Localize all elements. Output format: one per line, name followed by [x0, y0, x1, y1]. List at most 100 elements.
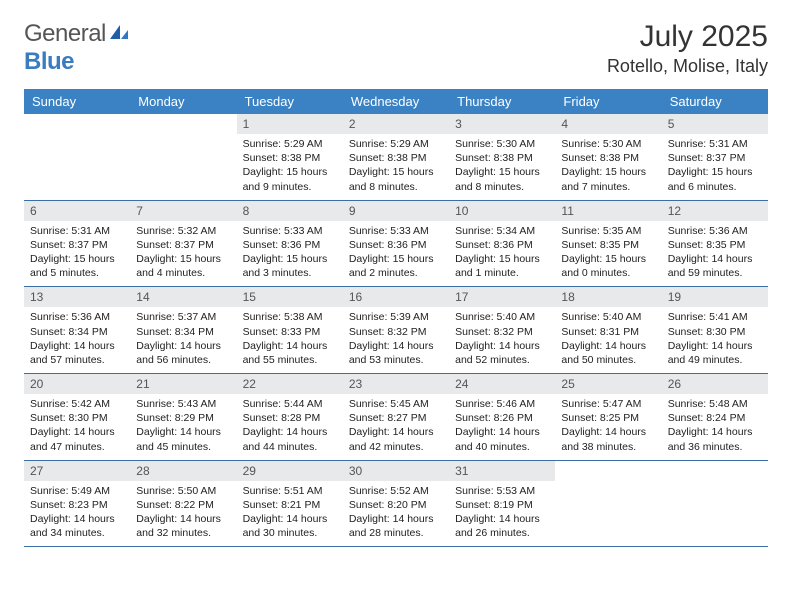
day-number: 26	[662, 374, 768, 394]
day-number: 9	[343, 201, 449, 221]
weekday-header: Thursday	[449, 89, 555, 114]
calendar-cell: 24 Sunrise: 5:46 AMSunset: 8:26 PMDayligh…	[449, 374, 555, 461]
day-number: 2	[343, 114, 449, 134]
day-number: 14	[130, 287, 236, 307]
day-details: Sunrise: 5:32 AMSunset: 8:37 PMDaylight:…	[136, 224, 230, 281]
day-details: Sunrise: 5:31 AMSunset: 8:37 PMDaylight:…	[30, 224, 124, 281]
calendar-cell: 11Sunrise: 5:35 AMSunset: 8:35 PMDayligh…	[555, 200, 661, 287]
day-details: Sunrise: 5:30 AMSunset: 8:38 PMDaylight:…	[455, 137, 549, 194]
calendar-row: 27 Sunrise: 5:49 AMSunset: 8:23 PMDayligh…	[24, 460, 768, 547]
day-number: 21	[130, 374, 236, 394]
calendar-cell: 18 Sunrise: 5:40 AMSunset: 8:31 PMDayligh…	[555, 287, 661, 374]
calendar-table: SundayMondayTuesdayWednesdayThursdayFrid…	[24, 89, 768, 547]
calendar-row: 6 Sunrise: 5:31 AMSunset: 8:37 PMDaylight…	[24, 200, 768, 287]
day-number: 7	[130, 201, 236, 221]
day-details: Sunrise: 5:49 AMSunset: 8:23 PMDaylight:…	[30, 484, 124, 541]
day-details: Sunrise: 5:50 AMSunset: 8:22 PMDaylight:…	[136, 484, 230, 541]
day-details: Sunrise: 5:39 AMSunset: 8:32 PMDaylight:…	[349, 310, 443, 367]
day-number: 6	[24, 201, 130, 221]
day-details: Sunrise: 5:42 AMSunset: 8:30 PMDaylight:…	[30, 397, 124, 454]
day-details: Sunrise: 5:33 AMSunset: 8:36 PMDaylight:…	[349, 224, 443, 281]
logo: General Blue	[24, 20, 130, 76]
calendar-cell: 9 Sunrise: 5:33 AMSunset: 8:36 PMDaylight…	[343, 200, 449, 287]
day-details: Sunrise: 5:48 AMSunset: 8:24 PMDaylight:…	[668, 397, 762, 454]
day-number: 23	[343, 374, 449, 394]
day-details: Sunrise: 5:33 AMSunset: 8:36 PMDaylight:…	[243, 224, 337, 281]
weekday-header: Sunday	[24, 89, 130, 114]
calendar-body: 1 Sunrise: 5:29 AMSunset: 8:38 PMDaylight…	[24, 114, 768, 547]
calendar-row: 13 Sunrise: 5:36 AMSunset: 8:34 PMDayligh…	[24, 287, 768, 374]
day-details: Sunrise: 5:52 AMSunset: 8:20 PMDaylight:…	[349, 484, 443, 541]
day-details: Sunrise: 5:53 AMSunset: 8:19 PMDaylight:…	[455, 484, 549, 541]
day-number: 10	[449, 201, 555, 221]
day-number: 25	[555, 374, 661, 394]
day-details: Sunrise: 5:30 AMSunset: 8:38 PMDaylight:…	[561, 137, 655, 194]
day-number: 13	[24, 287, 130, 307]
weekday-header: Friday	[555, 89, 661, 114]
day-number: 17	[449, 287, 555, 307]
day-details: Sunrise: 5:29 AMSunset: 8:38 PMDaylight:…	[349, 137, 443, 194]
calendar-cell: 16 Sunrise: 5:39 AMSunset: 8:32 PMDayligh…	[343, 287, 449, 374]
weekday-header: Wednesday	[343, 89, 449, 114]
calendar-cell: 29Sunrise: 5:51 AMSunset: 8:21 PMDayligh…	[237, 460, 343, 547]
day-details: Sunrise: 5:40 AMSunset: 8:31 PMDaylight:…	[561, 310, 655, 367]
calendar-cell: 21Sunrise: 5:43 AMSunset: 8:29 PMDayligh…	[130, 374, 236, 461]
title-block: July 2025 Rotello, Molise, Italy	[607, 20, 768, 77]
calendar-cell: 31Sunrise: 5:53 AMSunset: 8:19 PMDayligh…	[449, 460, 555, 547]
calendar-cell: 20 Sunrise: 5:42 AMSunset: 8:30 PMDayligh…	[24, 374, 130, 461]
calendar-cell	[24, 114, 130, 200]
calendar-cell	[662, 460, 768, 547]
day-details: Sunrise: 5:34 AMSunset: 8:36 PMDaylight:…	[455, 224, 549, 281]
month-title: July 2025	[607, 20, 768, 54]
day-number: 19	[662, 287, 768, 307]
day-number: 18	[555, 287, 661, 307]
day-number: 16	[343, 287, 449, 307]
day-details: Sunrise: 5:51 AMSunset: 8:21 PMDaylight:…	[243, 484, 337, 541]
day-details: Sunrise: 5:41 AMSunset: 8:30 PMDaylight:…	[668, 310, 762, 367]
day-number: 11	[555, 201, 661, 221]
day-number: 30	[343, 461, 449, 481]
day-details: Sunrise: 5:31 AMSunset: 8:37 PMDaylight:…	[668, 137, 762, 194]
day-number: 3	[449, 114, 555, 134]
calendar-row: 20 Sunrise: 5:42 AMSunset: 8:30 PMDayligh…	[24, 374, 768, 461]
day-number: 24	[449, 374, 555, 394]
day-details: Sunrise: 5:36 AMSunset: 8:34 PMDaylight:…	[30, 310, 124, 367]
day-details: Sunrise: 5:46 AMSunset: 8:26 PMDaylight:…	[455, 397, 549, 454]
calendar-cell: 25Sunrise: 5:47 AMSunset: 8:25 PMDayligh…	[555, 374, 661, 461]
day-number: 12	[662, 201, 768, 221]
calendar-cell: 27 Sunrise: 5:49 AMSunset: 8:23 PMDayligh…	[24, 460, 130, 547]
day-details: Sunrise: 5:40 AMSunset: 8:32 PMDaylight:…	[455, 310, 549, 367]
day-details: Sunrise: 5:45 AMSunset: 8:27 PMDaylight:…	[349, 397, 443, 454]
calendar-cell	[130, 114, 236, 200]
day-number: 20	[24, 374, 130, 394]
calendar-cell: 28 Sunrise: 5:50 AMSunset: 8:22 PMDayligh…	[130, 460, 236, 547]
calendar-cell: 12Sunrise: 5:36 AMSunset: 8:35 PMDayligh…	[662, 200, 768, 287]
day-number: 8	[237, 201, 343, 221]
logo-text-general: General	[24, 20, 106, 47]
calendar-cell: 19 Sunrise: 5:41 AMSunset: 8:30 PMDayligh…	[662, 287, 768, 374]
logo-sail-icon	[108, 20, 130, 48]
logo-text-blue: Blue	[24, 48, 74, 75]
day-number: 27	[24, 461, 130, 481]
day-details: Sunrise: 5:38 AMSunset: 8:33 PMDaylight:…	[243, 310, 337, 367]
day-number: 15	[237, 287, 343, 307]
day-number: 22	[237, 374, 343, 394]
day-number: 4	[555, 114, 661, 134]
calendar-cell: 17 Sunrise: 5:40 AMSunset: 8:32 PMDayligh…	[449, 287, 555, 374]
day-number: 28	[130, 461, 236, 481]
calendar-cell: 22Sunrise: 5:44 AMSunset: 8:28 PMDayligh…	[237, 374, 343, 461]
calendar-cell: 4 Sunrise: 5:30 AMSunset: 8:38 PMDaylight…	[555, 114, 661, 200]
day-details: Sunrise: 5:29 AMSunset: 8:38 PMDaylight:…	[243, 137, 337, 194]
day-details: Sunrise: 5:37 AMSunset: 8:34 PMDaylight:…	[136, 310, 230, 367]
weekday-header: Monday	[130, 89, 236, 114]
calendar-cell: 23 Sunrise: 5:45 AMSunset: 8:27 PMDayligh…	[343, 374, 449, 461]
day-number: 1	[237, 114, 343, 134]
calendar-row: 1 Sunrise: 5:29 AMSunset: 8:38 PMDaylight…	[24, 114, 768, 200]
calendar-cell: 10 Sunrise: 5:34 AMSunset: 8:36 PMDayligh…	[449, 200, 555, 287]
calendar-cell: 6 Sunrise: 5:31 AMSunset: 8:37 PMDaylight…	[24, 200, 130, 287]
weekday-header: Saturday	[662, 89, 768, 114]
weekday-header: Tuesday	[237, 89, 343, 114]
calendar-cell: 13 Sunrise: 5:36 AMSunset: 8:34 PMDayligh…	[24, 287, 130, 374]
calendar-cell: 14 Sunrise: 5:37 AMSunset: 8:34 PMDayligh…	[130, 287, 236, 374]
calendar-cell: 7 Sunrise: 5:32 AMSunset: 8:37 PMDaylight…	[130, 200, 236, 287]
